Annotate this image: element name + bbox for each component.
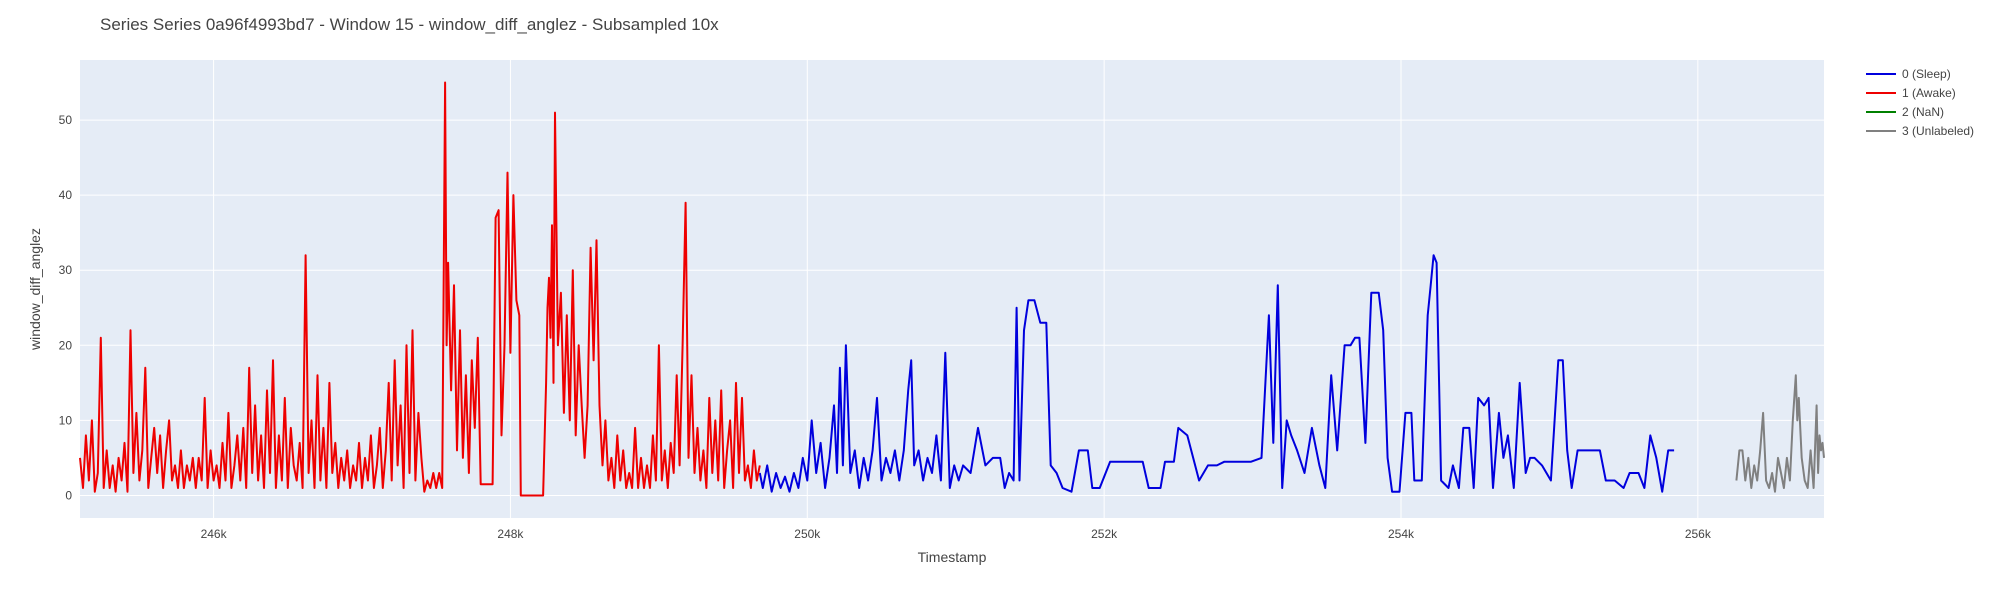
y-gridlines xyxy=(80,119,1824,496)
plot-area xyxy=(80,60,1824,518)
legend-label: 3 (Unlabeled) xyxy=(1902,124,1974,138)
y-tick-label: 10 xyxy=(59,413,73,427)
x-tick-label: 252k xyxy=(1091,527,1118,541)
x-tick-label: 254k xyxy=(1388,527,1415,541)
y-tick-label: 30 xyxy=(59,263,73,277)
x-tick-label: 246k xyxy=(201,527,228,541)
legend-label: 2 (NaN) xyxy=(1902,105,1944,119)
legend-label: 1 (Awake) xyxy=(1902,86,1956,100)
series-layer xyxy=(79,81,1825,497)
x-axis-ticks: 246k 248k 250k 252k 254k 256k xyxy=(201,527,1712,541)
legend-item[interactable]: 2 (NaN) xyxy=(1866,105,1944,119)
x-tick-label: 256k xyxy=(1685,527,1712,541)
y-tick-label: 20 xyxy=(59,338,73,352)
series-line-0-sleep xyxy=(758,254,1675,493)
y-tick-label: 40 xyxy=(59,188,73,202)
series-line-1-awake xyxy=(79,81,761,497)
x-tick-label: 250k xyxy=(794,527,821,541)
y-tick-label: 50 xyxy=(59,113,73,127)
chart-title: Series Series 0a96f4993bd7 - Window 15 -… xyxy=(100,15,719,34)
x-tick-label: 248k xyxy=(497,527,524,541)
legend-item[interactable]: 0 (Sleep) xyxy=(1866,67,1951,81)
legend: 0 (Sleep) 1 (Awake) 2 (NaN) 3 (Unlabeled) xyxy=(1866,67,1974,138)
y-tick-label: 0 xyxy=(65,488,72,502)
x-gridlines xyxy=(213,60,1699,518)
series-line-3-unlabeled xyxy=(1735,374,1825,493)
legend-item[interactable]: 3 (Unlabeled) xyxy=(1866,124,1974,138)
legend-label: 0 (Sleep) xyxy=(1902,67,1951,81)
legend-item[interactable]: 1 (Awake) xyxy=(1866,86,1956,100)
x-axis-label: Timestamp xyxy=(918,549,987,565)
y-axis-label: window_diff_anglez xyxy=(27,228,43,351)
y-axis-ticks: 0 10 20 30 40 50 xyxy=(59,113,73,502)
